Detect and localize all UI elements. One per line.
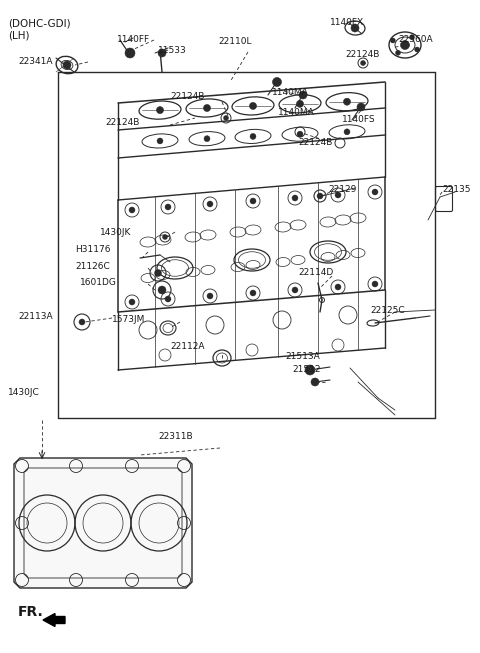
Text: 1140MA: 1140MA xyxy=(272,88,309,97)
Circle shape xyxy=(79,319,85,325)
Text: 11533: 11533 xyxy=(158,46,187,55)
Circle shape xyxy=(63,61,71,69)
Circle shape xyxy=(163,234,168,240)
Circle shape xyxy=(344,98,350,105)
Text: 21126C: 21126C xyxy=(75,262,110,271)
Circle shape xyxy=(273,78,281,86)
Polygon shape xyxy=(14,458,192,588)
Text: 22341A: 22341A xyxy=(18,57,52,66)
Circle shape xyxy=(344,129,350,135)
Text: 22124B: 22124B xyxy=(105,118,139,127)
Circle shape xyxy=(360,61,365,65)
Text: 1601DG: 1601DG xyxy=(80,278,117,287)
Text: H31176: H31176 xyxy=(75,245,110,254)
Circle shape xyxy=(335,284,341,290)
Text: (DOHC-GDI): (DOHC-GDI) xyxy=(8,18,71,28)
Circle shape xyxy=(165,296,171,302)
Circle shape xyxy=(292,195,298,201)
Circle shape xyxy=(250,133,256,140)
Text: 22124B: 22124B xyxy=(345,50,379,59)
Circle shape xyxy=(409,35,415,40)
FancyBboxPatch shape xyxy=(435,187,453,212)
Text: 22112A: 22112A xyxy=(170,342,204,351)
Circle shape xyxy=(165,204,171,210)
Circle shape xyxy=(250,198,256,204)
Text: 22124B: 22124B xyxy=(170,92,204,101)
Circle shape xyxy=(155,270,161,276)
Text: 22110L: 22110L xyxy=(218,37,252,46)
Circle shape xyxy=(129,207,135,213)
Text: 1573JM: 1573JM xyxy=(112,315,145,324)
Text: 22124B: 22124B xyxy=(298,138,332,147)
Circle shape xyxy=(207,201,213,207)
Circle shape xyxy=(158,286,166,294)
Text: (LH): (LH) xyxy=(8,30,29,40)
Text: 1140MA: 1140MA xyxy=(278,108,315,117)
Circle shape xyxy=(317,193,323,199)
Circle shape xyxy=(297,131,303,137)
Circle shape xyxy=(207,293,213,299)
Text: 22113A: 22113A xyxy=(18,312,53,321)
FancyArrow shape xyxy=(43,614,65,626)
Circle shape xyxy=(311,378,319,386)
Text: 22114D: 22114D xyxy=(298,268,333,277)
Circle shape xyxy=(305,365,315,375)
Circle shape xyxy=(129,299,135,305)
Text: 1140FF: 1140FF xyxy=(117,35,150,44)
Text: 21513A: 21513A xyxy=(285,352,320,361)
Text: FR.: FR. xyxy=(18,605,44,619)
Circle shape xyxy=(156,106,164,114)
Text: 22360A: 22360A xyxy=(398,35,432,44)
Circle shape xyxy=(158,49,166,57)
Circle shape xyxy=(125,48,135,58)
Text: 1430JC: 1430JC xyxy=(8,388,40,397)
Text: 22311B: 22311B xyxy=(158,432,192,441)
Text: 21512: 21512 xyxy=(292,365,321,374)
Text: 1140FX: 1140FX xyxy=(330,18,364,27)
Circle shape xyxy=(372,281,378,287)
Text: 22129: 22129 xyxy=(328,185,356,194)
Circle shape xyxy=(357,103,365,111)
Circle shape xyxy=(224,116,228,121)
Circle shape xyxy=(400,40,409,50)
Circle shape xyxy=(299,91,307,99)
Circle shape xyxy=(372,189,378,195)
Circle shape xyxy=(292,287,298,293)
Circle shape xyxy=(415,47,420,52)
Circle shape xyxy=(351,24,359,32)
Circle shape xyxy=(250,103,256,110)
Circle shape xyxy=(250,290,256,296)
Circle shape xyxy=(390,38,396,43)
Circle shape xyxy=(396,50,400,56)
Text: 22125C: 22125C xyxy=(370,306,405,315)
Circle shape xyxy=(157,138,163,144)
Text: 1430JK: 1430JK xyxy=(100,228,132,237)
Circle shape xyxy=(335,192,341,198)
Text: 22135: 22135 xyxy=(442,185,470,194)
Circle shape xyxy=(204,104,211,112)
Circle shape xyxy=(297,101,303,107)
Circle shape xyxy=(204,136,210,142)
Text: 1140FS: 1140FS xyxy=(342,115,376,124)
